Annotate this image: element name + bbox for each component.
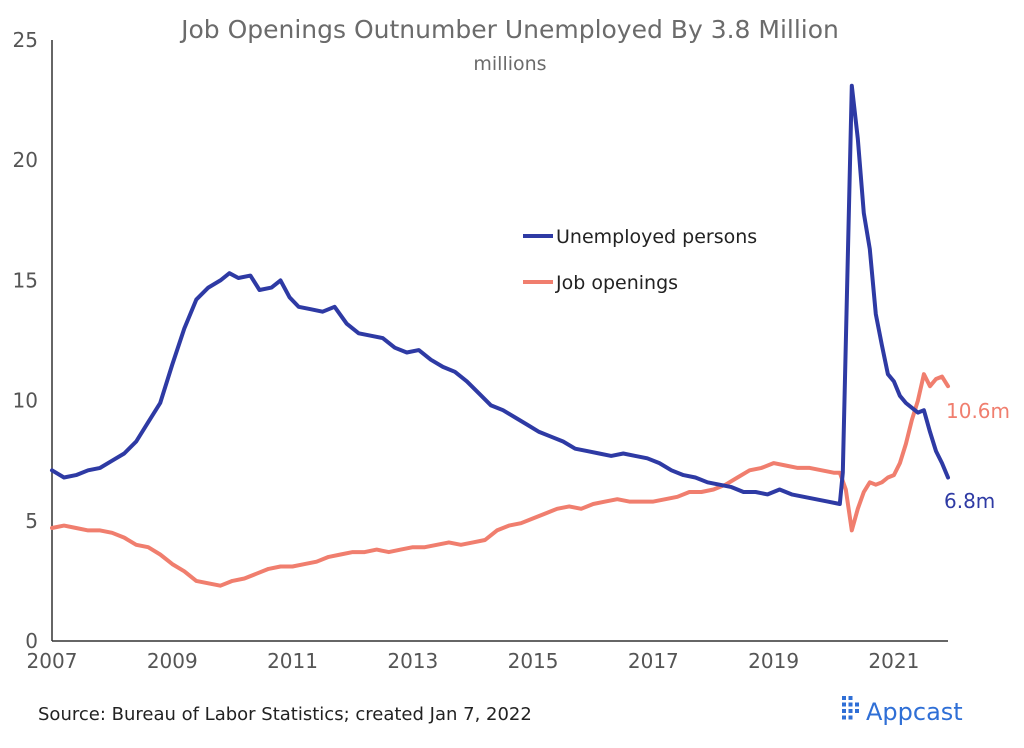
legend-label-openings: Job openings [555,272,678,294]
x-tick-label: 2017 [628,649,679,673]
logo-text: Appcast [866,698,963,726]
grid-dots-icon [842,696,859,720]
series-line-unemployed [50,83,950,506]
x-tick-label: 2007 [27,649,78,673]
chart-title: Job Openings Outnumber Unemployed By 3.8… [179,15,839,44]
end-label-openings: 10.6m [946,399,1010,423]
logo-dot [842,702,846,707]
y-tick-label: 10 [13,389,38,413]
x-tick-label: 2021 [868,649,919,673]
x-tick-label: 2011 [267,649,318,673]
logo-dot [842,696,846,700]
x-tick-label: 2013 [387,649,438,673]
chart-subtitle: millions [473,53,546,75]
logo-dot [848,696,853,700]
y-tick-label: 20 [13,148,38,172]
appcast-logo: Appcast [842,696,963,726]
series-layer [50,83,950,588]
legend-label-unemployed: Unemployed persons [556,226,757,248]
logo-dot [848,702,853,707]
logo-dot [842,715,846,720]
y-tick-label: 15 [13,268,38,292]
logo-dot [855,702,859,707]
y-tick-label: 25 [13,28,38,52]
series-line-openings [50,372,950,588]
x-tick-label: 2009 [147,649,198,673]
x-axis-ticks: 2007 2009 2011 2013 2015 2017 2019 2021 [27,649,920,673]
legend: Unemployed persons Job openings [523,226,757,294]
logo-dot [848,715,853,720]
x-tick-label: 2019 [748,649,799,673]
logo-dot [842,709,846,713]
y-tick-label: 5 [25,509,38,533]
y-axis-ticks: 0 5 10 15 20 25 [13,28,38,653]
logo-dot [848,709,853,713]
y-tick-label: 0 [25,629,38,653]
logo-dot [855,709,859,713]
x-tick-label: 2015 [508,649,559,673]
source-note: Source: Bureau of Labor Statistics; crea… [38,704,532,725]
end-label-unemployed: 6.8m [944,489,995,513]
